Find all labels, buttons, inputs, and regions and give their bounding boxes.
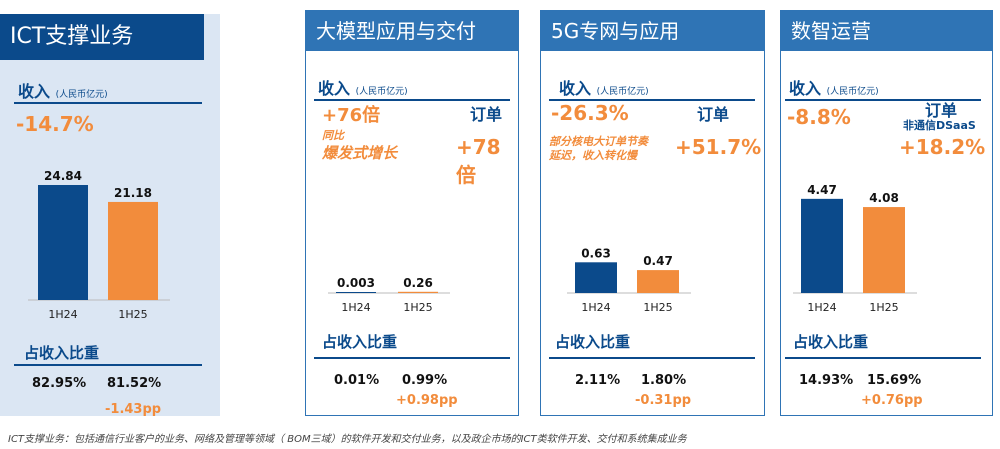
panel-llm: 大模型应用与交付 收入 (人民币亿元) +76倍 订单 同比 爆发式增长 +78… <box>305 10 519 416</box>
bar-1H24 <box>38 185 88 300</box>
x-tick-label: 1H25 <box>403 301 432 314</box>
divider <box>314 99 510 101</box>
bar-chart-digital-ops: 4.47 1H24 4.08 1H25 <box>793 183 917 314</box>
share-delta: -1.43pp <box>105 402 162 417</box>
order-label: 订单 <box>697 105 730 124</box>
share-delta: -0.31pp <box>635 393 692 408</box>
data-label: 0.003 <box>337 276 375 290</box>
bar-1H24 <box>336 292 376 293</box>
panel-5g: 5G专网与应用 收入 (人民币亿元) -26.3% 订单 部分核电大订单节奏 延… <box>540 10 765 416</box>
share-delta: +0.98pp <box>396 393 458 408</box>
divider <box>549 99 755 101</box>
revenue-unit: (人民币亿元) <box>826 87 879 97</box>
x-tick-label: 1H24 <box>341 301 370 314</box>
order-change: +51.7% <box>675 135 762 159</box>
bar-1H25 <box>637 270 679 293</box>
delay-note-2: 延迟，收入转化慢 <box>549 149 637 162</box>
data-label: 4.47 <box>807 183 837 197</box>
data-label: 0.26 <box>403 276 433 290</box>
share-1h25: 0.99% <box>402 373 448 388</box>
bar-1H24 <box>575 262 617 293</box>
order-change: +18.2% <box>899 135 986 159</box>
revenue-change: -26.3% <box>551 101 629 125</box>
order-change: +78倍 <box>456 135 501 187</box>
data-label: 0.63 <box>581 246 611 260</box>
revenue-change: -14.7% <box>16 112 94 136</box>
panel-title: 大模型应用与交付 <box>306 11 518 51</box>
panel-digital-ops: 数智运营 收入 (人民币亿元) -8.8% 订单 非通信DSaaS +18.2%… <box>780 10 993 416</box>
divider <box>314 357 510 359</box>
bar-1H25 <box>108 201 158 300</box>
panel-ict: ICT支撑业务 收入 (人民币亿元) -14.7% 24.84 1H24 21.18… <box>0 14 220 417</box>
revenue-unit: (人民币亿元) <box>55 90 108 100</box>
share-1h25: 15.69% <box>867 373 922 388</box>
share-label: 占收入比重 <box>555 333 631 351</box>
share-1h25: 1.80% <box>641 373 687 388</box>
x-tick-label: 1H25 <box>869 301 898 314</box>
share-label: 占收入比重 <box>793 333 869 351</box>
data-label: 4.08 <box>869 191 899 205</box>
panel-title: 5G专网与应用 <box>541 11 764 51</box>
bar-1H25 <box>863 207 905 293</box>
order-sub-label: 非通信DSaaS <box>903 119 976 132</box>
x-tick-label: 1H24 <box>807 301 836 314</box>
share-delta: +0.76pp <box>861 393 923 408</box>
footnote: ICT支撑业务：包括通信行业客户的业务、网络及管理等领域（ BOM三域）的软件开… <box>8 434 687 445</box>
delay-note-1: 部分核电大订单节奏 <box>549 135 648 148</box>
divider <box>785 357 981 359</box>
bar-chart-llm: 0.003 1H24 0.26 1H25 <box>328 276 450 314</box>
panel-title: 数智运营 <box>781 11 992 51</box>
x-tick-label: 1H25 <box>118 308 147 321</box>
data-label: 0.47 <box>643 254 673 268</box>
share-label: 占收入比重 <box>24 344 100 362</box>
growth-note-1: 同比 <box>322 129 344 142</box>
share-1h24: 82.95% <box>32 376 87 391</box>
bar-chart-5g: 0.63 1H24 0.47 1H25 <box>567 246 691 314</box>
revenue-label: 收入 (人民币亿元) <box>18 82 108 101</box>
bar-chart-ict: 24.84 1H24 21.18 1H25 <box>28 169 170 321</box>
share-1h25: 81.52% <box>107 376 162 391</box>
x-tick-label: 1H25 <box>643 301 672 314</box>
revenue-label: 收入 (人民币亿元) <box>318 79 408 98</box>
order-label: 订单 <box>470 105 503 124</box>
data-label: 24.84 <box>44 169 82 183</box>
divider <box>14 102 202 104</box>
revenue-unit: (人民币亿元) <box>355 87 408 97</box>
share-1h24: 14.93% <box>799 373 854 388</box>
revenue-label: 收入 (人民币亿元) <box>789 79 879 98</box>
divider <box>14 364 202 366</box>
panel-title: ICT支撑业务 <box>0 14 204 60</box>
revenue-label: 收入 (人民币亿元) <box>559 79 649 98</box>
x-tick-label: 1H24 <box>581 301 610 314</box>
bar-1H24 <box>801 198 843 293</box>
share-1h24: 0.01% <box>334 373 380 388</box>
revenue-unit: (人民币亿元) <box>596 87 649 97</box>
data-label: 21.18 <box>114 186 152 200</box>
revenue-change: -8.8% <box>787 105 851 129</box>
bar-1H25 <box>398 291 438 293</box>
revenue-change: +76倍 <box>322 105 381 126</box>
order-label: 订单 <box>925 101 958 120</box>
share-1h24: 2.11% <box>575 373 621 388</box>
divider <box>785 99 981 101</box>
x-tick-label: 1H24 <box>48 308 77 321</box>
share-label: 占收入比重 <box>322 333 398 351</box>
divider <box>549 357 755 359</box>
growth-note-2: 爆发式增长 <box>322 144 398 162</box>
